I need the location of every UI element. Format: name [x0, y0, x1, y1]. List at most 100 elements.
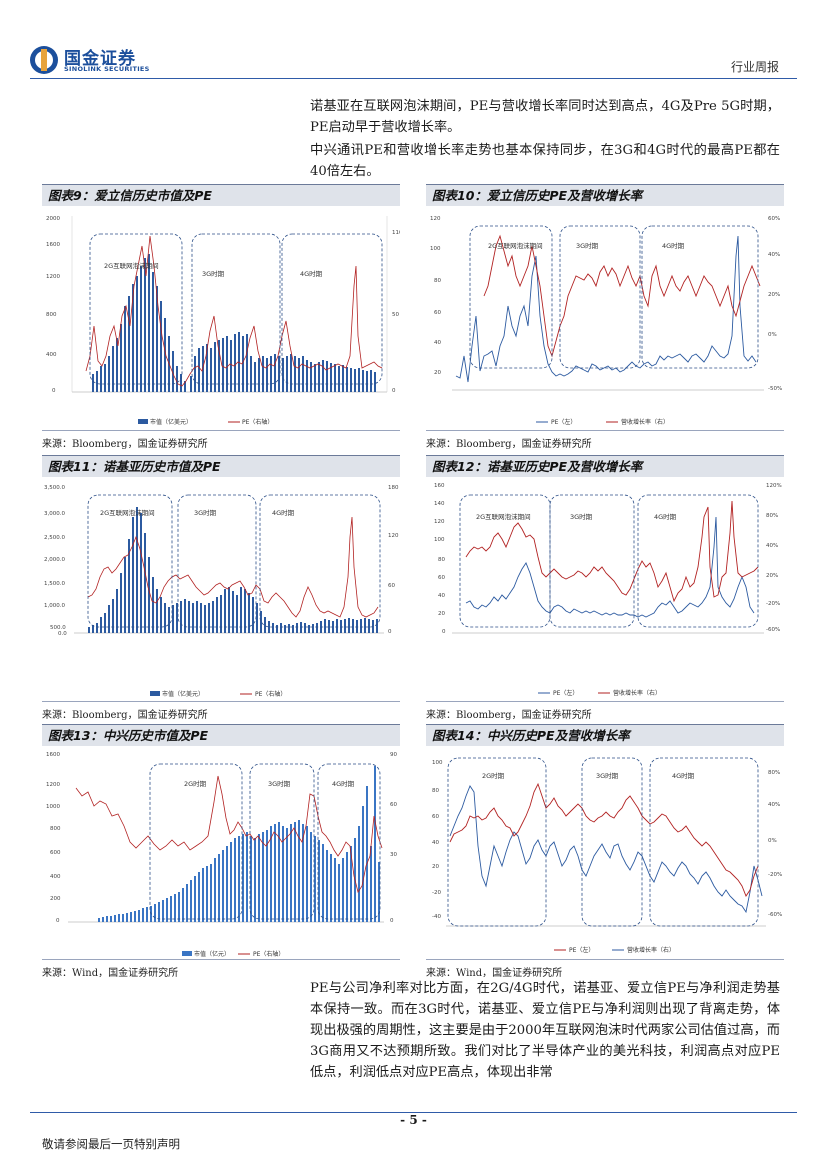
- era-label: 4G时期: [654, 512, 677, 521]
- legend-label: PE（左）: [553, 689, 578, 697]
- svg-text:-20%: -20%: [768, 872, 782, 878]
- svg-text:400: 400: [46, 352, 57, 358]
- svg-text:2,500.0: 2,500.0: [44, 535, 65, 541]
- era-label: 4G时期: [272, 508, 295, 517]
- svg-text:-50%: -50%: [768, 386, 782, 392]
- svg-text:0: 0: [52, 388, 56, 394]
- svg-text:20: 20: [434, 370, 441, 376]
- svg-text:0: 0: [442, 629, 446, 635]
- svg-text:60: 60: [388, 583, 395, 589]
- svg-text:0: 0: [56, 918, 60, 924]
- era-label: 3G时期: [576, 241, 599, 250]
- svg-text:-40: -40: [432, 914, 441, 920]
- chart-figure: 100 80 60 40 20 -20 -40 80% 40% 0% -20% -60% 2G时期 3…: [426, 746, 784, 959]
- chart-figure: 2000 1600 1200 800 400 0 110 50 0 2G互联网泡沫期间 3G时期…: [42, 206, 400, 430]
- legend-label: 市值（亿美元）: [150, 418, 192, 426]
- legend-label: 市值（亿元）: [194, 950, 230, 958]
- svg-text:30: 30: [390, 852, 397, 858]
- chart-panel-13: 图表13：中兴历史市值及PE 1600 1200 1000 800 600 400 200 0…: [42, 724, 400, 979]
- chart-source: 来源：Bloomberg，国金证券研究所: [426, 430, 784, 450]
- legend-label: 市值（亿美元）: [162, 690, 204, 698]
- era-label: 4G时期: [300, 269, 323, 278]
- svg-text:600: 600: [50, 850, 61, 856]
- era-label: 3G时期: [268, 779, 291, 788]
- page-header: 国金证券 SINOLINK SECURITIES 行业周报: [0, 0, 827, 80]
- svg-text:800: 800: [46, 312, 57, 318]
- svg-text:-60%: -60%: [768, 912, 782, 918]
- svg-text:120: 120: [430, 216, 441, 222]
- svg-text:1600: 1600: [46, 752, 60, 758]
- legend-label: 营收增长率（右）: [613, 689, 661, 697]
- era-label: 3G时期: [202, 269, 225, 278]
- svg-text:100: 100: [430, 246, 441, 252]
- svg-text:0: 0: [390, 918, 394, 924]
- svg-text:100: 100: [432, 760, 443, 766]
- legend-label: PE（右轴）: [253, 950, 284, 958]
- svg-text:1,000.0: 1,000.0: [44, 603, 65, 609]
- svg-text:1000: 1000: [46, 804, 60, 810]
- sinolink-logo-icon: [30, 46, 58, 74]
- chart-figure: 3,500.0 3,000.0 2,500.0 2,000.0 1,500.0 1,000…: [42, 477, 400, 701]
- legend-label: PE（右轴）: [242, 418, 273, 426]
- chart-figure: 1600 1200 1000 800 600 400 200 0 90 60 30 0 2G时期 3G…: [42, 746, 400, 959]
- svg-text:-20%: -20%: [766, 601, 780, 607]
- footer-divider: [30, 1112, 797, 1113]
- chart-title: 图表12：诺基亚历史PE及营收增长率: [426, 455, 784, 477]
- legend-label: 营收增长率（右）: [627, 946, 675, 954]
- svg-text:160: 160: [434, 483, 445, 489]
- era-label: 2G互联网泡沫期间: [476, 512, 531, 521]
- chart-title: 图表11：诺基亚历史市值及PE: [42, 455, 400, 477]
- svg-text:20%: 20%: [768, 292, 780, 298]
- zte-marketcap-pe-chart: 1600 1200 1000 800 600 400 200 0 90 60 30 0 2G时期 3G…: [46, 752, 397, 958]
- report-type: 行业周报: [730, 60, 779, 74]
- chart-figure: 160 140 120 100 80 60 40 20 0 120% 80% 40% 20% -20% -6…: [426, 477, 784, 701]
- svg-text:60: 60: [438, 575, 445, 581]
- page-number: - 5 -: [400, 1113, 427, 1127]
- svg-text:80: 80: [434, 278, 441, 284]
- svg-text:80%: 80%: [768, 770, 780, 776]
- chart-title: 图表14：中兴历史PE及营收增长率: [426, 724, 784, 746]
- svg-text:3,000.0: 3,000.0: [44, 511, 65, 517]
- svg-text:400: 400: [50, 874, 61, 880]
- svg-text:0: 0: [392, 388, 396, 394]
- era-label: 3G时期: [194, 508, 217, 517]
- svg-text:1200: 1200: [46, 782, 60, 788]
- svg-text:0.0: 0.0: [58, 631, 67, 637]
- chart-source: 来源：Wind，国金证券研究所: [426, 959, 784, 979]
- paragraph-pe-vs-profit: PE与公司净利率对比方面，在2G/4G时代，诺基亚、爱立信PE与净利润走势基本保…: [310, 981, 780, 1080]
- svg-text:40%: 40%: [766, 543, 778, 549]
- svg-text:180: 180: [388, 485, 399, 491]
- svg-text:20: 20: [432, 864, 439, 870]
- chart-title: 图表13：中兴历史市值及PE: [42, 724, 400, 746]
- svg-text:40: 40: [432, 840, 439, 846]
- svg-text:80: 80: [432, 788, 439, 794]
- svg-text:1600: 1600: [46, 242, 60, 248]
- disclaimer: 敬请参阅最后一页特别声明: [42, 1137, 180, 1151]
- era-label: 3G时期: [596, 771, 619, 780]
- logo-name-en: SINOLINK SECURITIES: [64, 65, 150, 73]
- chart-title: 图表10：爱立信历史PE及营收增长率: [426, 184, 784, 206]
- svg-text:2000: 2000: [46, 216, 60, 222]
- svg-text:60: 60: [434, 310, 441, 316]
- chart-panel-10: 图表10：爱立信历史PE及营收增长率 120 100 80 60 40 20 60% 40% 2…: [426, 184, 784, 450]
- svg-text:3,500.0: 3,500.0: [44, 485, 65, 491]
- header-divider: [30, 78, 797, 79]
- chart-figure: 120 100 80 60 40 20 60% 40% 20% 0% -50% 2G互联网泡沫期间 …: [426, 206, 784, 430]
- svg-text:40%: 40%: [768, 802, 780, 808]
- chart-panel-14: 图表14：中兴历史PE及营收增长率 100 80 60 40 20 -20 -40 80% 40…: [426, 724, 784, 979]
- svg-text:60: 60: [432, 814, 439, 820]
- nokia-pe-revenue-chart: 160 140 120 100 80 60 40 20 0 120% 80% 40% 20% -20% -6…: [434, 483, 782, 697]
- era-label: 4G时期: [662, 241, 685, 250]
- era-label: 4G时期: [332, 779, 355, 788]
- chart-source: 来源：Bloomberg，国金证券研究所: [42, 701, 400, 721]
- era-label: 3G时期: [570, 512, 593, 521]
- svg-text:40: 40: [438, 593, 445, 599]
- svg-text:40: 40: [434, 340, 441, 346]
- chart-panel-12: 图表12：诺基亚历史PE及营收增长率 160 140 120 100 80 60 40 20 0…: [426, 455, 784, 721]
- svg-text:20%: 20%: [766, 573, 778, 579]
- svg-text:50: 50: [392, 312, 399, 318]
- chart-title: 图表9：爱立信历史市值及PE: [42, 184, 400, 206]
- sinolink-logo: 国金证券 SINOLINK SECURITIES: [30, 44, 160, 76]
- svg-text:-60%: -60%: [766, 627, 780, 633]
